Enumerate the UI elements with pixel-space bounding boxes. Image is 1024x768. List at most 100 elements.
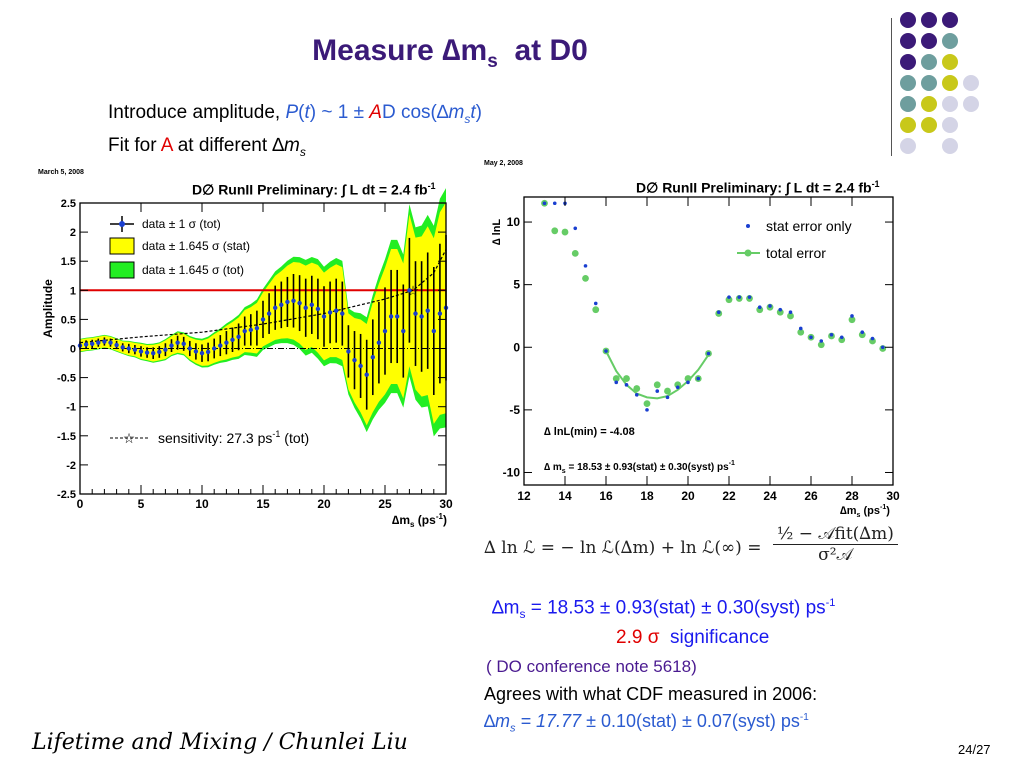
point-stat-error: [624, 383, 629, 387]
point-stat-error: [686, 380, 690, 385]
y-tick-label: -1: [66, 402, 76, 414]
y-tick-label: -10: [503, 465, 521, 479]
page-title: Measure ∆ms at D0: [312, 34, 588, 72]
point-stat-error: [634, 393, 639, 397]
y-tick-label: 2.5: [61, 198, 76, 210]
dms-result: ∆ms = 18.53 ± 0.93(stat) ± 0.30(syst) ps…: [492, 597, 836, 622]
data-point: [199, 350, 205, 356]
data-point: [309, 302, 314, 308]
data-point: [108, 340, 113, 345]
data-point: [297, 300, 302, 306]
legend-label-stat: stat error only: [766, 218, 852, 234]
decorative-dot: [900, 54, 916, 70]
data-point: [236, 334, 241, 340]
x-tick-label: 15: [256, 497, 270, 511]
data-point: [279, 302, 284, 308]
decorative-dot: [942, 33, 958, 49]
x-tick-label: 20: [681, 489, 695, 503]
point-stat-error: [675, 385, 680, 390]
page-number: 24/27: [958, 742, 991, 757]
legend-swatch-tot: [109, 261, 135, 279]
intro-line-2: Fit for A at different ∆ms: [108, 135, 306, 159]
decorative-dot: [942, 12, 958, 28]
formula-numerator: ½ − 𝒜fit(∆m): [772, 524, 898, 545]
decorative-dot: [921, 75, 937, 91]
point-stat-error: [829, 332, 834, 337]
decorative-dot: [900, 75, 916, 91]
plot-frame: [523, 196, 894, 486]
x-tick-label: 30: [439, 497, 453, 511]
data-point: [175, 340, 180, 345]
x-tick-label: 20: [317, 497, 331, 511]
point-stat-error: [716, 310, 721, 315]
data-point: [248, 327, 253, 333]
point-total-error: [756, 306, 764, 314]
chart1-header: D∅ RunII Preliminary: ∫ L dt = 2.4 fb-1: [192, 181, 436, 198]
point-stat-error: [737, 295, 742, 299]
decorative-dot: [921, 96, 937, 112]
conference-note: ( DO conference note 5618): [486, 657, 697, 676]
significance: 2.9 σ significance: [616, 627, 770, 648]
data-point: [334, 308, 339, 313]
formula-denominator: σ²𝒜: [818, 545, 853, 565]
point-total-error: [674, 381, 682, 389]
point-stat-error: [778, 307, 783, 312]
data-point: [382, 328, 388, 334]
data-point: [413, 311, 418, 316]
legend-label: data ± 1 σ (tot): [142, 217, 221, 231]
x-tick-label: 12: [517, 489, 531, 503]
point-stat-error: [593, 301, 598, 306]
point-stat-error: [696, 376, 701, 381]
data-point: [376, 340, 382, 345]
data-point: [169, 343, 174, 348]
data-point: [114, 342, 119, 348]
y-tick-label: 1: [70, 285, 76, 297]
y-axis-label: ∆ lnL: [491, 219, 503, 246]
data-point: [254, 325, 260, 331]
y-tick-label: 5: [513, 278, 520, 292]
point-stat-error: [706, 351, 711, 356]
point-total-error: [725, 296, 733, 304]
data-point: [340, 311, 345, 316]
data-point: [364, 372, 369, 377]
decorative-dot: [900, 117, 916, 133]
data-point: [431, 328, 436, 334]
point-total-error: [776, 308, 784, 316]
point-total-error: [592, 306, 600, 314]
y-tick-label: 0: [513, 340, 520, 354]
point-stat-error: [819, 339, 824, 343]
legend-marker-stat: [746, 224, 750, 228]
data-point: [425, 308, 430, 313]
x-axis-label: ∆ms (ps-1): [840, 504, 890, 519]
decorative-dot: [942, 75, 958, 91]
y-axis-label: Amplitude: [41, 279, 55, 338]
point-stat-error: [839, 335, 844, 340]
fit-curve: [605, 350, 710, 400]
legend-label: data ± 1.645 σ (stat): [142, 239, 250, 253]
data-point: [96, 340, 101, 345]
data-point: [388, 314, 394, 319]
point-stat-error: [768, 304, 772, 308]
legend-star: ☆: [123, 430, 136, 446]
point-stat-error: [850, 314, 854, 318]
data-point: [144, 350, 150, 355]
point-total-error: [684, 375, 692, 382]
y-tick-label: 1.5: [61, 256, 76, 268]
data-point: [187, 346, 192, 351]
data-point: [218, 343, 223, 348]
decorative-dot: [900, 12, 916, 28]
data-point: [193, 349, 199, 354]
point-total-error: [869, 337, 876, 345]
y-tick-label: -2: [66, 460, 76, 472]
point-stat-error: [747, 295, 752, 299]
annotation-min: ∆ lnL(min) = -4.08: [544, 426, 635, 438]
decorative-dot-grid: [900, 12, 1010, 164]
x-tick-label: 5: [138, 497, 145, 511]
legend-marker: [119, 221, 125, 227]
data-point: [230, 337, 235, 342]
decorative-dot: [963, 75, 979, 91]
decorative-dot: [963, 96, 979, 112]
cdf-result: ∆ms = 17.77 ± 0.10(stat) ± 0.07(syst) ps…: [484, 711, 809, 735]
